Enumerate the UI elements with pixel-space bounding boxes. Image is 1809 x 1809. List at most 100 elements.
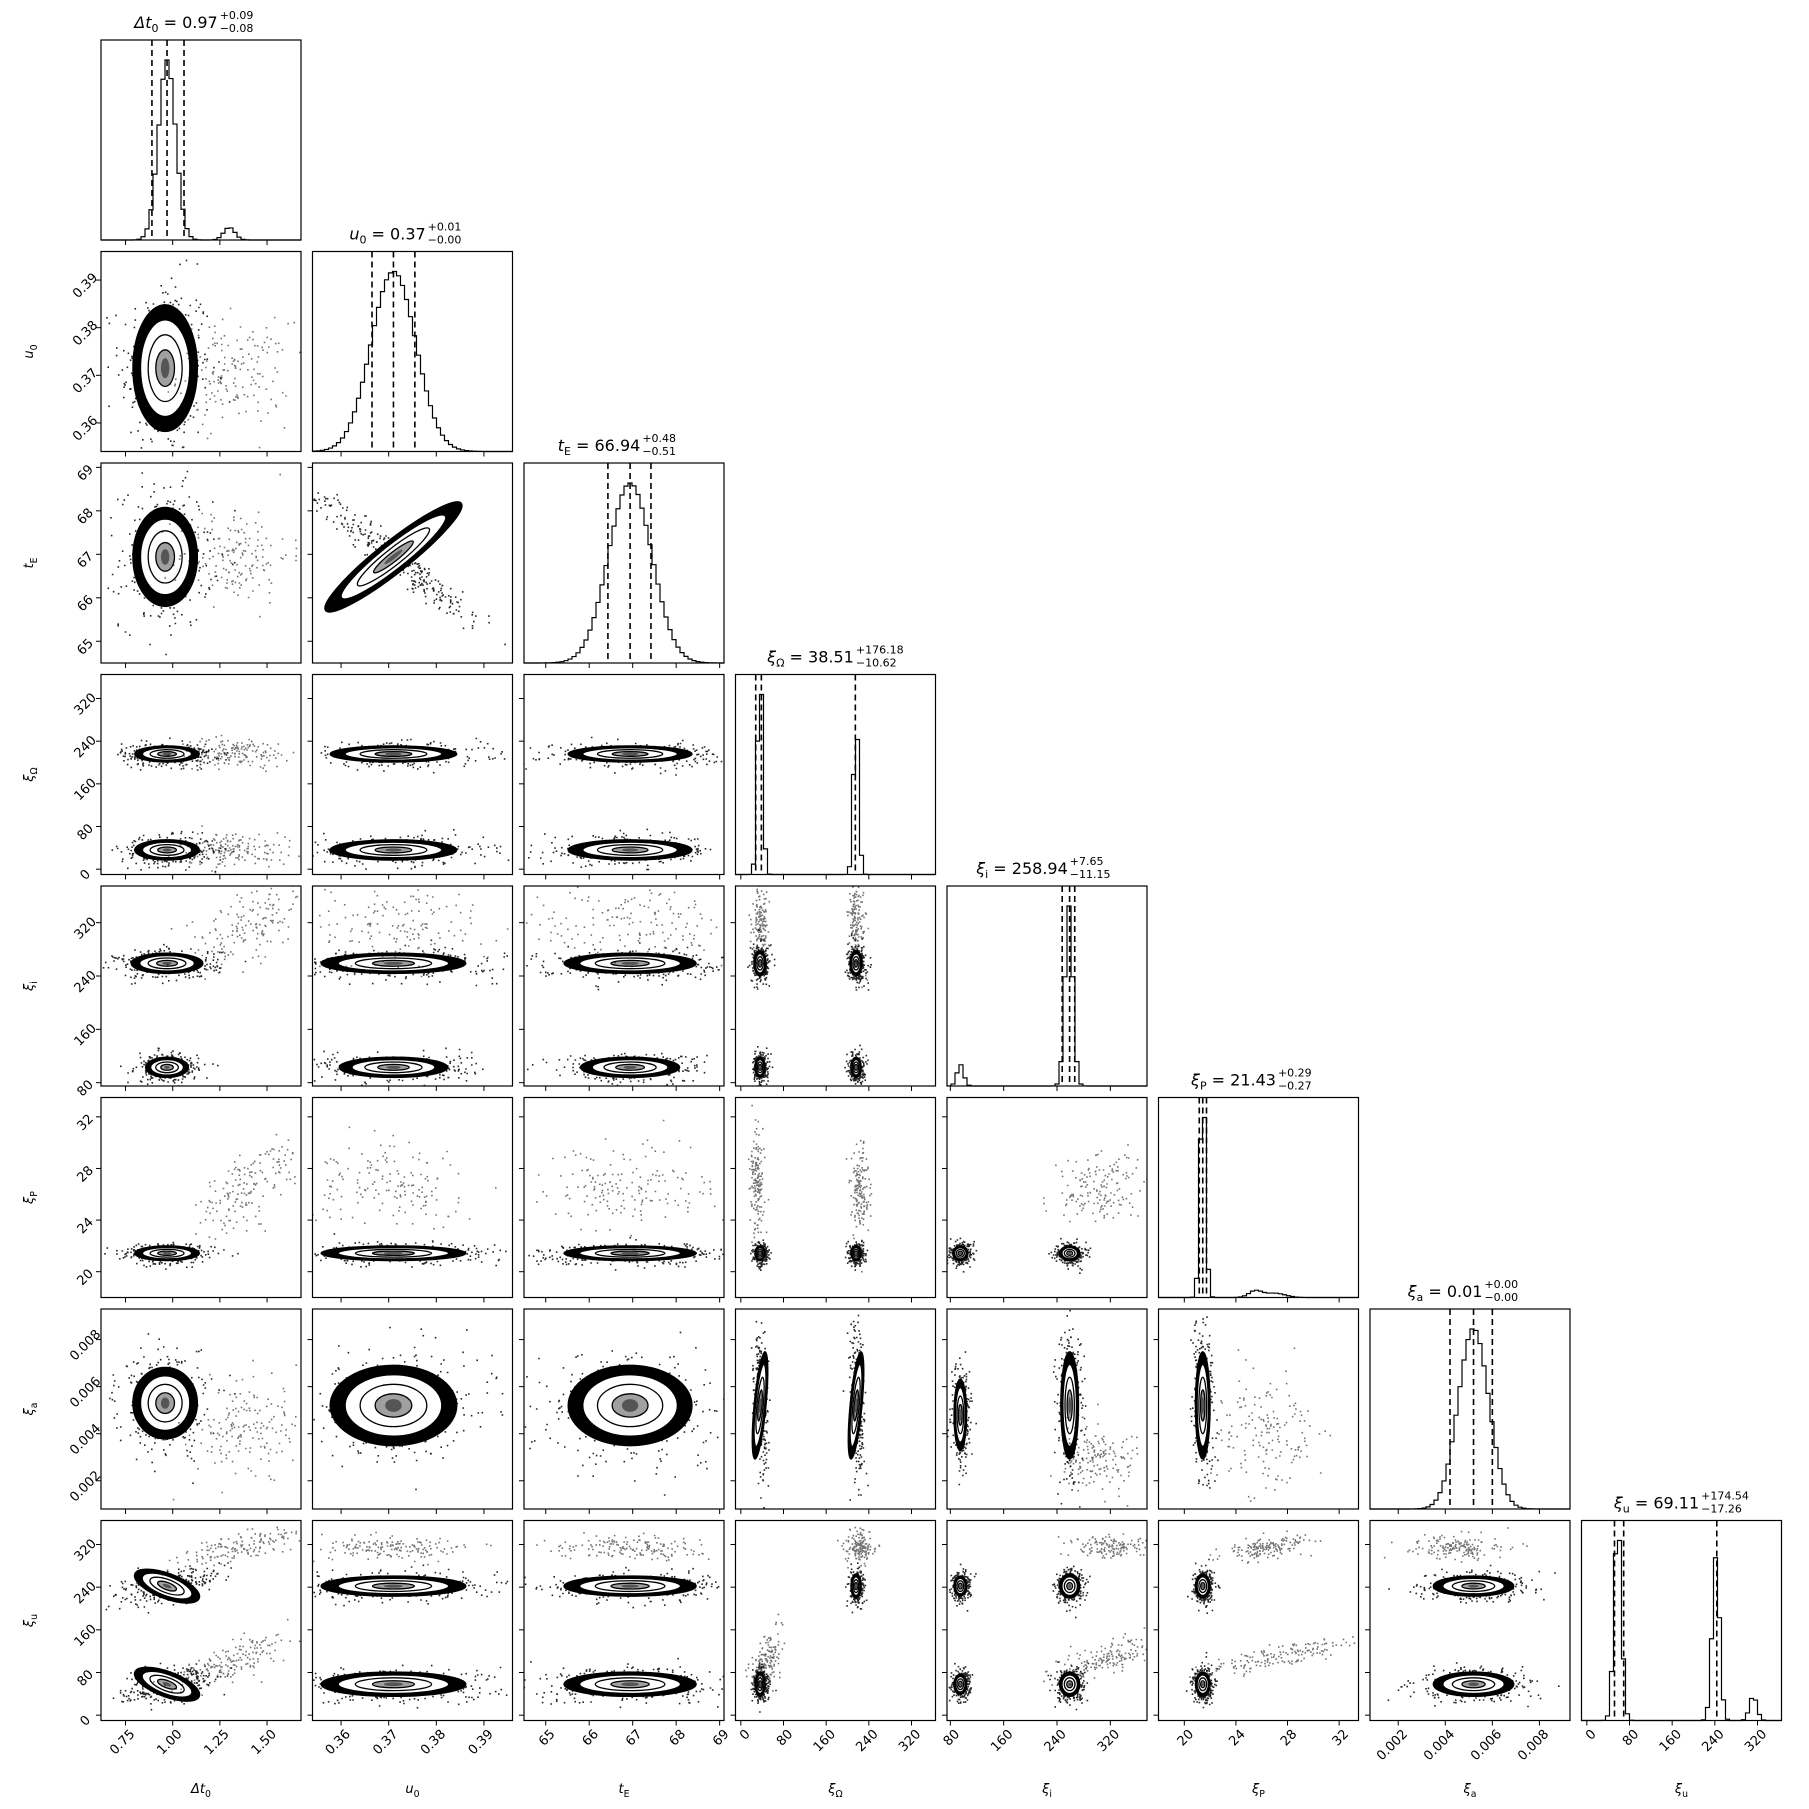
title-minus: −0.27 [1278, 1080, 1312, 1093]
histogram-step-tE [523, 482, 725, 664]
density-core [385, 848, 402, 852]
x-tick-label: 160 [1657, 1727, 1685, 1755]
y-tick-label: 0.004 [67, 1421, 104, 1458]
panel-frame [311, 462, 514, 664]
density-core [162, 848, 172, 852]
scatter-points [106, 259, 231, 449]
panel-frame [100, 1308, 302, 1510]
panel-frame [100, 462, 302, 664]
scatter-panel-dt0-vs-xiu [101, 1526, 301, 1711]
scatter-panel-xii-vs-xiu [948, 1533, 1147, 1711]
density-core [958, 1584, 962, 1588]
scatter-points [1189, 1636, 1359, 1682]
y-tick-label: 160 [72, 776, 100, 804]
x-tick-label: 160 [811, 1727, 839, 1755]
scatter-points [166, 886, 299, 980]
panel-frame [734, 673, 937, 876]
scatter-points [314, 1233, 507, 1268]
x-tick-label: 240 [853, 1727, 881, 1755]
x-tick-label: 66 [580, 1727, 602, 1749]
x-tick-label: 0.37 [370, 1727, 401, 1758]
scatter-panel-dt0-vs-tE [107, 470, 298, 663]
panel-frame [100, 885, 302, 1087]
density-core [383, 1682, 403, 1687]
y-tick-label: 67 [75, 549, 97, 571]
x-tick-label: 0.002 [1374, 1727, 1411, 1764]
y-tick-label: 20 [75, 1267, 97, 1289]
density-core [758, 1398, 762, 1413]
scatter-points [748, 886, 771, 976]
scatter-points [312, 1531, 492, 1566]
x-tick-label: 0.008 [1515, 1727, 1552, 1764]
density-core [623, 1065, 637, 1069]
scatter-panel-xiP-vs-xia [1189, 1316, 1332, 1509]
density-core [383, 961, 403, 965]
scatter-panel-xiOmega-vs-xia [750, 1314, 869, 1509]
y-tick-label: 80 [75, 821, 97, 843]
y-tick-label: 65 [75, 636, 97, 658]
scatter-panel-tE-vs-xiOmega [524, 736, 723, 871]
x-tick-label: 0.75 [107, 1727, 138, 1758]
histogram-xia [1370, 1309, 1570, 1510]
y-axis-label-xia: ξa [22, 1403, 40, 1417]
x-axis-label-xiP: ξP [1251, 1782, 1265, 1800]
y-tick-label: 66 [75, 593, 97, 615]
title-u0: u0 = 0.37 +0.01−0.00 [349, 221, 461, 247]
title-plus: +7.65 [1070, 855, 1104, 868]
scatter-points [536, 1532, 710, 1562]
y-tick-label: 0.008 [67, 1327, 104, 1364]
title-minus: −17.26 [1701, 1503, 1742, 1516]
title-plus: +174.54 [1701, 1490, 1749, 1503]
scatter-points [172, 1359, 297, 1501]
x-axis-label-xiOmega: ξΩ [827, 1782, 842, 1800]
density-core [162, 1583, 172, 1589]
panel-frame [311, 1519, 514, 1722]
y-tick-label: 32 [75, 1112, 97, 1134]
x-tick-label: 20 [1175, 1727, 1197, 1749]
scatter-panel-dt0-vs-xii [101, 886, 299, 1086]
title-plus: +0.09 [220, 9, 254, 22]
x-tick-label: 320 [1095, 1727, 1123, 1755]
x-tick-label: 65 [536, 1727, 558, 1749]
y-tick-label: 0.38 [70, 318, 101, 349]
y-tick-label: 24 [75, 1215, 97, 1237]
x-axis-label-dt0: Δt0 [190, 1782, 211, 1800]
density-core [621, 961, 639, 965]
y-axis-label-tE: tE [22, 557, 40, 568]
panel-frame [734, 1096, 937, 1299]
y-tick-label: 0.002 [67, 1468, 104, 1505]
title-xiP: ξP = 21.43 +0.29−0.27 [1190, 1067, 1312, 1093]
x-tick-label: 0.39 [466, 1727, 497, 1758]
y-tick-label: 0 [77, 1713, 93, 1729]
y-tick-label: 0.006 [67, 1374, 104, 1411]
scatter-points [947, 1351, 977, 1486]
density-core [1068, 1584, 1072, 1589]
panel-frame [311, 1308, 514, 1510]
x-tick-label: 0 [1583, 1727, 1599, 1743]
histogram-xiu [1581, 1520, 1782, 1722]
density-core [385, 752, 402, 756]
panel-frame [1157, 1519, 1360, 1722]
panel-frame [734, 1519, 937, 1722]
title-main: ξΩ = 38.51 [766, 648, 854, 670]
histogram-xiOmega [735, 674, 936, 876]
scatter-panel-tE-vs-xii [526, 886, 724, 1086]
scatter-panel-xia-vs-xiu [1383, 1527, 1560, 1708]
density-core [621, 1251, 639, 1255]
x-tick-label: 69 [710, 1727, 732, 1749]
density-core [160, 549, 170, 565]
y-tick-label: 28 [75, 1163, 97, 1185]
y-tick-label: 80 [75, 1078, 97, 1100]
panel-frame [523, 1308, 725, 1510]
scatter-points [1057, 1533, 1147, 1559]
histogram-step-xiu [1581, 1539, 1782, 1722]
x-tick-label: 0.006 [1468, 1727, 1505, 1764]
y-axis-label-xiu: ξu [22, 1614, 40, 1628]
histogram-step-xiOmega [735, 693, 936, 876]
scatter-panel-dt0-vs-xiOmega [111, 734, 300, 875]
density-core [1468, 1682, 1479, 1687]
title-main: ξi = 258.94 [975, 859, 1068, 881]
title-xiOmega: ξΩ = 38.51 +176.18−10.62 [766, 644, 903, 670]
density-core [621, 1682, 639, 1687]
scatter-panel-xiP-vs-xiu [1185, 1530, 1359, 1709]
